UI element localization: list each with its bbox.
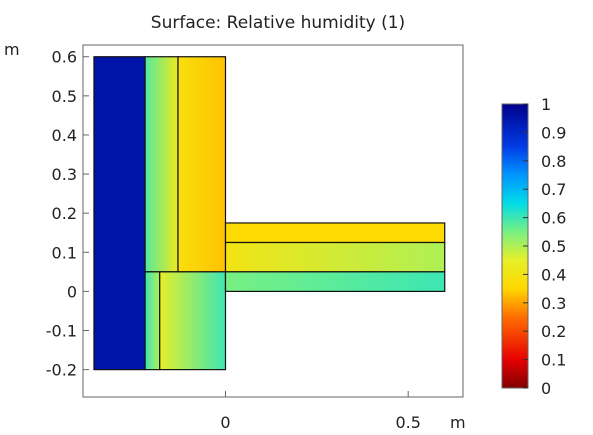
x-tick-label: 0.5: [395, 413, 420, 432]
colorbar-tick-label: 0.8: [541, 152, 566, 171]
chart-title: Surface: Relative humidity (1): [151, 13, 405, 33]
colorbar-tick-label: 0.1: [541, 351, 566, 370]
y-tick-label: 0.4: [52, 126, 77, 145]
y-tick-label: 0.3: [52, 165, 77, 184]
y-tick-label: 0.2: [52, 204, 77, 223]
y-tick-label: 0.5: [52, 87, 77, 106]
region-wall-left-layer: [93, 56, 146, 371]
y-tick-label: -0.2: [46, 361, 77, 380]
x-tick-label: 0: [220, 413, 230, 432]
y-tick-label: 0: [67, 282, 77, 301]
region-floor-top: [224, 222, 446, 244]
plot-frame: [82, 44, 464, 398]
surface-regions: [93, 56, 446, 371]
colorbar-tick-label: 0.7: [541, 180, 566, 199]
colorbar-tick-label: 0.4: [541, 265, 566, 284]
x-axis: 0 0.5: [220, 391, 421, 432]
y-tick-label: 0.1: [52, 243, 77, 262]
region-floor-mid: [224, 241, 446, 273]
colorbar-tick-label: 0.3: [541, 294, 566, 313]
colorbar-tick-label: 1: [541, 95, 551, 114]
y-tick-label: -0.1: [46, 322, 77, 341]
colorbar-tick-label: 0.6: [541, 209, 566, 228]
colorbar-tick-label: 0.9: [541, 123, 566, 142]
y-axis-unit: m: [4, 40, 20, 59]
colorbar-ticks: 1 0.9 0.8 0.7 0.6 0.5 0.4 0.3 0.2 0.1 0: [523, 95, 566, 398]
region-wall-upper-right: [177, 56, 227, 273]
region-wall-upper-mid: [144, 56, 179, 273]
x-axis-unit: m: [450, 413, 466, 432]
colorbar-tick-label: 0: [541, 379, 551, 398]
region-foundation-right: [159, 271, 227, 371]
region-foundation-left: [144, 271, 161, 371]
y-tick-label: 0.6: [52, 48, 77, 67]
colorbar-tick-label: 0.2: [541, 322, 566, 341]
region-floor-bottom: [224, 271, 446, 293]
y-axis: 0.6 0.5 0.4 0.3 0.2 0.1 0 -0.1 -0.2: [46, 48, 89, 380]
colorbar-tick-label: 0.5: [541, 237, 566, 256]
